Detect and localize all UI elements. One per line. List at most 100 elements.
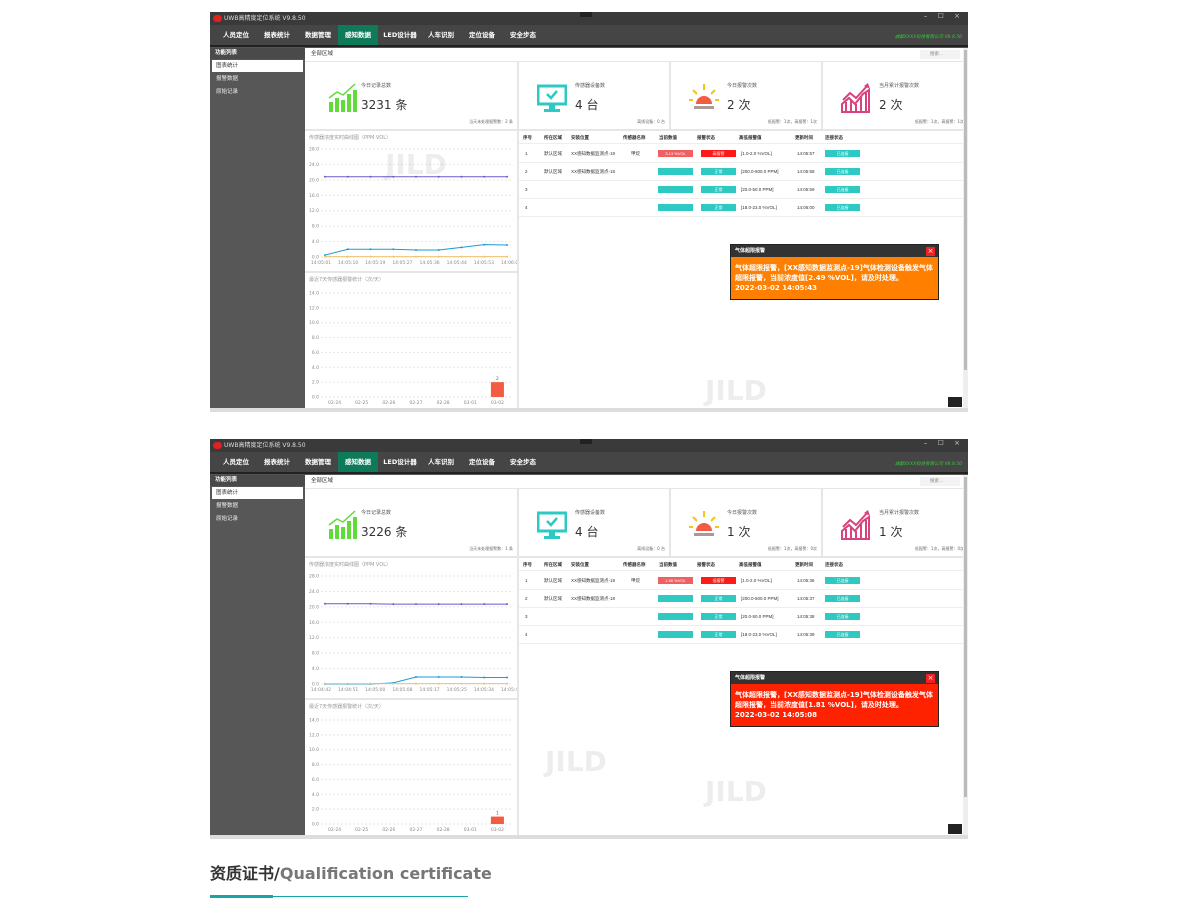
menu-item[interactable]: 定位设备	[469, 458, 495, 466]
menu-item[interactable]: 定位设备	[469, 31, 495, 39]
connection-badge: 已连接	[825, 204, 860, 211]
sidebar-item[interactable]: 图表统计	[212, 487, 303, 499]
menu-item[interactable]: LED设计器	[383, 31, 417, 39]
collapse-button[interactable]	[580, 439, 592, 444]
connection-badge: 已连接	[825, 577, 860, 584]
cell-range: [200.0-500.0 PPM]	[741, 596, 779, 601]
column-header: 高低报警值	[739, 135, 762, 140]
menu-item[interactable]: 安全步态	[510, 31, 536, 39]
sidebar-item[interactable]: 报警数据	[216, 76, 239, 82]
close-icon[interactable]: ×	[926, 674, 935, 683]
x-tick-label: 03-01	[464, 827, 477, 833]
data-point	[437, 603, 440, 606]
y-tick-label: 12.0	[309, 305, 319, 311]
title-en: Qualification certificate	[279, 864, 492, 883]
card-label: 当月累计报警次数	[879, 83, 920, 89]
alarm-siren-icon	[689, 84, 719, 109]
horizontal-scrollbar[interactable]	[210, 835, 968, 839]
data-point	[324, 255, 326, 258]
chart-title: 传感器浓度实时曲线图（PPM VOL）	[309, 135, 391, 141]
x-tick-label: 14:05:08	[392, 687, 412, 693]
x-tick-label: 14:05:25	[447, 687, 467, 693]
sidebar-item[interactable]: 图表统计	[212, 60, 303, 72]
data-point	[392, 248, 395, 251]
x-tick-label: 02-24	[328, 400, 341, 406]
stat-card: 当月累计报警次数 2 次低报警：1次，高报警：1次	[823, 62, 968, 129]
y-tick-label: 4.0	[312, 365, 319, 371]
x-tick-label: 14:06:01	[501, 260, 517, 266]
data-point	[369, 255, 372, 258]
app-logo	[213, 442, 222, 449]
data-point	[346, 175, 349, 178]
app-logo	[213, 15, 222, 22]
table-row[interactable]: 1 默认区域 XX感知数据监测点-19 甲烷 1.66 %VOL 低报警 [1.0-2.0 …	[519, 572, 965, 590]
cell-time: 14:05:59	[797, 187, 815, 192]
data-point	[392, 175, 395, 178]
sidebar-item[interactable]: 原始记录	[216, 516, 239, 522]
window-controls[interactable]: – ☐ ×	[923, 439, 964, 447]
sidebar-item[interactable]: 原始记录	[216, 89, 239, 95]
y-tick-label: 0.0	[312, 682, 319, 688]
alarm-popup: 气体超限报警 × 气体超限报警，[XX感知数据监测点-19]气体检测设备触发气体超限…	[730, 671, 939, 727]
y-tick-label: 14.0	[309, 718, 319, 724]
header-divider	[519, 570, 965, 571]
menu-item[interactable]: 数据管理	[305, 31, 331, 39]
vertical-scrollbar[interactable]	[963, 475, 968, 839]
table-row[interactable]: 4 正常 [18.0-23.0 %VOL] 14:05:39 已连接	[519, 626, 965, 644]
bar-chart-growth-icon	[328, 83, 357, 112]
horizontal-scrollbar[interactable]	[210, 408, 968, 412]
cell-time: 14:05:38	[797, 614, 815, 619]
collapse-button[interactable]	[580, 12, 592, 17]
data-point	[324, 254, 326, 257]
data-point	[392, 682, 395, 685]
value-badge	[658, 168, 693, 175]
search-input[interactable]: 搜索...	[920, 50, 960, 59]
area-label: 全部区域	[311, 478, 334, 484]
menu-item[interactable]: 人员定位	[223, 31, 249, 39]
menu-item[interactable]: 人车识别	[428, 458, 454, 466]
y-tick-label: 24.0	[309, 589, 319, 595]
close-icon[interactable]: ×	[926, 247, 935, 256]
table-row[interactable]: 4 正常 [18.0-23.0 %VOL] 14:06:00 已连接	[519, 199, 965, 217]
menu-item[interactable]: 感知数据	[338, 452, 378, 472]
menu-item[interactable]: 数据管理	[305, 458, 331, 466]
divider	[210, 896, 468, 897]
data-point	[483, 175, 486, 178]
sidebar-item[interactable]: 报警数据	[216, 503, 239, 509]
menu-item[interactable]: 人车识别	[428, 31, 454, 39]
data-point	[483, 243, 486, 246]
table-row[interactable]: 3 正常 [20.0-50.0 PPM] 14:05:59 已连接	[519, 181, 965, 199]
stat-card: 传感器设备数 4 台离线设备：0 台	[519, 62, 669, 129]
card-value: 4 台	[575, 525, 599, 539]
menu-item[interactable]: 安全步态	[510, 458, 536, 466]
data-point	[437, 175, 440, 178]
y-tick-label: 20.0	[309, 177, 319, 183]
main-menu: 人员定位 报表统计 数据管理 感知数据 LED设计器 人车识别 定位设备 安全步态 成都XXXX…	[210, 452, 968, 474]
table-row[interactable]: 3 正常 [20.0-50.0 PPM] 14:05:38 已连接	[519, 608, 965, 626]
y-tick-label: 10.0	[309, 320, 319, 326]
bar-label: 2	[496, 376, 499, 382]
menu-item[interactable]: 报表统计	[264, 31, 290, 39]
header-divider	[519, 143, 965, 144]
menu-item[interactable]: LED设计器	[383, 458, 417, 466]
y-tick-label: 8.0	[312, 762, 319, 768]
y-tick-label: 0.0	[312, 395, 319, 401]
search-input[interactable]: 搜索...	[920, 477, 960, 486]
cell-range: [1.0-2.0 %VOL]	[741, 578, 772, 583]
value-badge	[658, 613, 693, 620]
table-row[interactable]: 2 默认区域 XX感知数据监测点-18 正常 [200.0-500.0 PPM] 14:0…	[519, 163, 965, 181]
main-content: 全部区域 搜索... 今日记录总数 3231 条当天未处理报警数：2 条 传感器设备数 4…	[305, 48, 968, 412]
table-row[interactable]: 2 默认区域 XX感知数据监测点-18 正常 [200.0-500.0 PPM] 14:0…	[519, 590, 965, 608]
window-controls[interactable]: – ☐ ×	[923, 12, 964, 20]
card-note: 离线设备：0 台	[637, 119, 665, 124]
vertical-scrollbar[interactable]	[963, 48, 968, 412]
y-tick-label: 4.0	[312, 239, 319, 245]
menu-item[interactable]: 报表统计	[264, 458, 290, 466]
menu-item[interactable]: 人员定位	[223, 458, 249, 466]
menu-item[interactable]: 感知数据	[338, 25, 378, 45]
cell-area: 默认区域	[544, 578, 562, 583]
table-row[interactable]: 1 默认区域 XX感知数据监测点-19 甲烷 3.13 %VOL 高报警 [1.0-2.0 …	[519, 145, 965, 163]
card-label: 今日报警次数	[727, 510, 758, 516]
column-header: 连接状态	[825, 135, 843, 140]
cell-no: 3	[525, 614, 528, 619]
